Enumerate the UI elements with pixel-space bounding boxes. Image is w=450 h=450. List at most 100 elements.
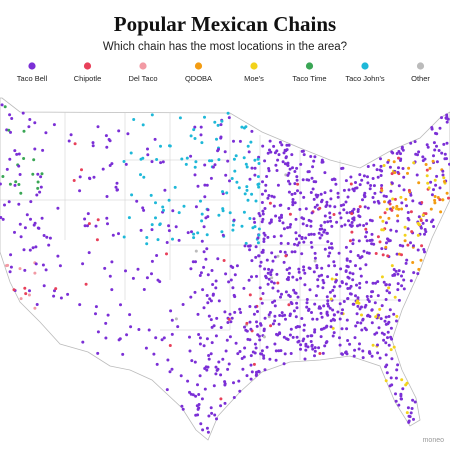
location-dot [128, 313, 132, 317]
location-dot [56, 206, 60, 210]
location-dot [305, 298, 309, 301]
location-dot [269, 270, 273, 274]
location-dot [256, 333, 260, 337]
location-dot [193, 173, 197, 177]
location-dot [321, 278, 325, 282]
location-dot [252, 217, 256, 221]
location-dot [209, 406, 213, 410]
location-dot [154, 201, 157, 205]
location-dot [389, 335, 393, 339]
location-dot [371, 196, 375, 199]
location-dot [260, 352, 264, 356]
location-dot [358, 183, 362, 187]
location-dot [360, 313, 363, 317]
location-dot [266, 196, 270, 200]
location-dot [379, 317, 383, 321]
location-dot [445, 141, 449, 145]
location-dot [356, 210, 360, 213]
location-dot [351, 187, 355, 191]
location-dot [437, 149, 441, 152]
location-dot [248, 320, 252, 324]
location-dot [380, 247, 384, 251]
location-dot [394, 399, 398, 403]
location-dot [299, 343, 303, 347]
location-dot [366, 298, 370, 301]
location-dot [263, 316, 267, 320]
location-dot [13, 149, 17, 153]
location-dot [407, 419, 411, 423]
location-dot [45, 235, 49, 239]
location-dot [87, 251, 91, 255]
location-dot [168, 144, 172, 148]
location-dot [221, 190, 224, 194]
location-dot [211, 293, 215, 297]
location-dot [274, 214, 278, 218]
location-dot [78, 175, 82, 179]
location-dot [13, 183, 17, 187]
location-dot [212, 384, 216, 388]
location-dot [354, 324, 358, 328]
location-dot [281, 160, 285, 164]
location-dot [307, 170, 311, 174]
location-dot [422, 248, 426, 251]
location-dot [223, 382, 227, 386]
location-dot [384, 322, 388, 326]
location-dot [338, 343, 342, 347]
location-dot [353, 336, 357, 340]
location-dot [312, 197, 316, 201]
location-dot [345, 211, 349, 215]
location-dot [435, 132, 439, 136]
location-dot [358, 286, 362, 290]
location-dot [262, 231, 266, 235]
location-dot [91, 144, 95, 148]
location-dot [263, 368, 267, 372]
location-dot [347, 276, 351, 280]
location-dot [150, 113, 154, 117]
location-dot [272, 235, 276, 239]
location-dot [270, 280, 274, 284]
location-dot [33, 147, 37, 151]
location-dot [52, 123, 56, 127]
location-dot [299, 191, 303, 195]
legend-swatch [194, 62, 203, 70]
location-dot [208, 297, 212, 301]
location-dot [271, 300, 274, 304]
location-dot [31, 246, 35, 250]
location-dot [248, 293, 252, 297]
location-dot [262, 237, 266, 241]
location-dot [203, 367, 207, 370]
location-dot [395, 314, 399, 318]
location-dot [425, 143, 429, 147]
location-dot [101, 167, 105, 171]
location-dot [226, 159, 230, 163]
location-dot [324, 341, 328, 345]
location-dot [412, 417, 415, 421]
location-dot [122, 235, 126, 239]
location-dot [200, 219, 204, 223]
location-dot [320, 273, 324, 277]
location-dot [386, 238, 390, 241]
location-dot [341, 352, 344, 356]
location-dot [255, 324, 259, 328]
location-dot [411, 398, 415, 402]
location-dot [348, 342, 352, 346]
location-dot [315, 203, 319, 207]
location-dot [350, 212, 354, 216]
location-dot [409, 279, 413, 283]
location-dot [358, 256, 362, 260]
location-dot [366, 206, 370, 210]
location-dot [360, 178, 364, 182]
location-dot [297, 270, 301, 274]
location-dot [205, 337, 209, 341]
location-dot [124, 162, 128, 166]
location-dot [21, 111, 25, 115]
location-dot [380, 189, 384, 192]
location-dot [142, 175, 146, 179]
location-dot [121, 352, 125, 356]
location-dot [229, 320, 233, 324]
location-dot [387, 216, 391, 220]
location-dot [267, 277, 271, 281]
location-dot [304, 344, 308, 348]
location-dot [96, 330, 100, 334]
location-dot [286, 226, 290, 230]
